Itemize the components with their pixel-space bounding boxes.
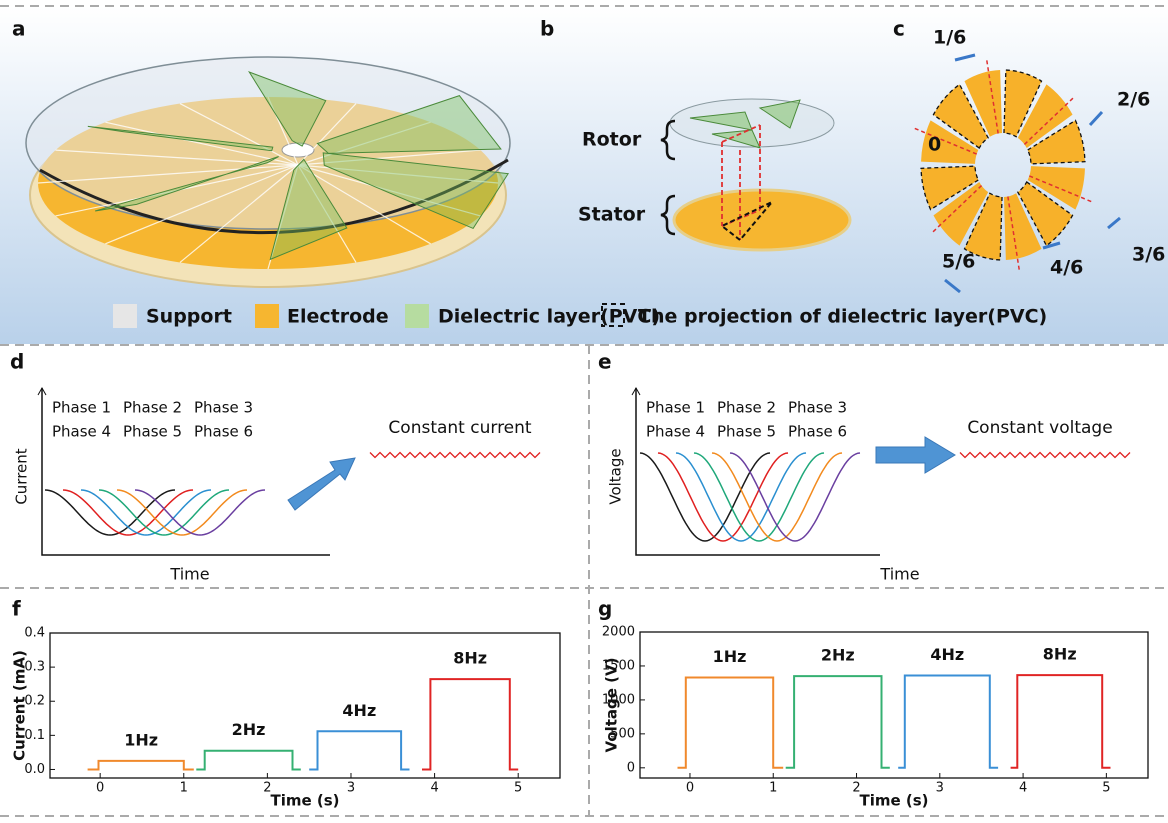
x-tick-label: 1 [180,781,188,796]
phase-curve [712,453,842,541]
legend-swatch [405,304,429,328]
x-tick-label: 4 [1019,781,1027,796]
x-tick-label: 4 [430,781,438,796]
phase-label: Phase 6 [788,423,847,441]
position-label: 2/6 [1117,89,1150,111]
x-tick-label: 1 [769,781,777,796]
phase-label: Phase 1 [52,399,111,417]
phase-label: Phase 5 [123,423,182,441]
x-tick-label: 5 [1102,781,1110,796]
y-axis-title: Voltage [607,448,625,504]
series-label: 1Hz [713,647,747,666]
position-label: 0 [928,134,941,156]
constant-line [960,453,1130,458]
legend-label: Support [146,306,232,328]
panel-label: d [10,350,24,374]
series-label: 8Hz [1043,645,1077,664]
y-tick-label: 0.0 [24,762,45,777]
panel-label: e [598,350,612,374]
result-label: Constant current [388,418,531,438]
phase-label: Phase 4 [52,423,111,441]
series-label: 4Hz [342,701,376,720]
series-line [786,676,890,768]
phase-label: Phase 4 [646,423,705,441]
y-tick-label: 0.4 [24,626,45,641]
phase-curve [135,490,265,535]
phase-curve [117,490,247,535]
legend-label: Electrode [287,306,389,328]
x-tick-label: 0 [96,781,104,796]
phase-label: Phase 2 [717,399,776,417]
legend-swatch [255,304,279,328]
series-label: 8Hz [453,649,487,668]
x-axis-title: Time (s) [270,792,339,810]
series-line [196,751,300,770]
stator-disc [674,190,850,250]
phase-curve [81,490,211,535]
phase-curve [640,453,770,541]
panel-e: Phase 1 Phase 2 Phase 3 Phase 4 Phase 5 Phase… [607,388,1131,584]
y-axis-title: Current (mA) [11,650,29,761]
transition-arrow [288,458,355,510]
phase-curve [45,490,175,535]
y-tick-label: 2000 [602,625,635,640]
result-label: Constant voltage [967,418,1112,438]
panel-f: f0123450.00.10.20.30.4Time (s)Current (m… [11,597,561,810]
legend-label: Dielectric layer(PVC) [438,306,660,328]
series-line [88,761,194,770]
panel-label: g [598,597,612,621]
phase-curve [658,453,788,541]
legend-label: The projection of dielectric layer(PVC) [638,306,1047,328]
stator-label: Stator [578,204,646,226]
panel-label: c [893,17,905,41]
x-axis-title: Time [879,565,919,584]
series-label: 1Hz [124,730,158,749]
phase-label: Phase 3 [194,399,253,417]
panel-a [26,57,510,287]
series-line [678,678,784,768]
series-label: 2Hz [232,720,266,739]
y-axis-title: Voltage (V) [603,658,621,753]
legend-swatch [113,304,137,328]
hole [282,143,314,157]
x-tick-label: 3 [347,781,355,796]
series-line [422,679,518,769]
rotor-label: Rotor [582,129,642,151]
x-tick-label: 5 [514,781,522,796]
x-tick-label: 0 [686,781,694,796]
phase-label: Phase 1 [646,399,705,417]
constant-line [370,453,540,458]
panel-d: Phase 1 Phase 2 Phase 3 Phase 4 Phase 5 Phase… [13,388,541,584]
series-line [1011,675,1111,768]
series-label: 2Hz [821,646,855,665]
y-tick-label: 0 [627,760,635,775]
phase-label: Phase 3 [788,399,847,417]
phase-label: Phase 5 [717,423,776,441]
transition-arrow [876,437,955,473]
position-label: 5/6 [942,251,975,273]
x-axis-title: Time (s) [859,792,928,810]
x-tick-label: 3 [936,781,944,796]
phase-curve [730,453,860,541]
position-label: 1/6 [933,27,966,49]
series-line [898,676,998,768]
panel-label: b [540,17,554,41]
series-label: 4Hz [930,645,964,664]
figure: a b Rotor Stator 1/6 2/6 0 3/6 5/6 4/6 c Supp… [0,0,1168,823]
position-label: 4/6 [1050,257,1083,279]
phase-curve [694,453,824,541]
panel-label: a [12,17,26,41]
phase-label: Phase 6 [194,423,253,441]
phase-label: Phase 2 [123,399,182,417]
panel-label: f [12,597,21,621]
phase-curve [99,490,229,535]
phase-curve [676,453,806,541]
x-axis-title: Time [169,565,209,584]
series-line [309,731,409,769]
phase-curve [63,490,193,535]
position-label: 3/6 [1132,244,1165,266]
y-axis-title: Current [13,448,31,504]
